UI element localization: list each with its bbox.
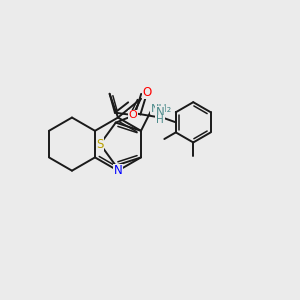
- Text: N: N: [155, 106, 164, 119]
- Text: N: N: [114, 164, 122, 177]
- Text: S: S: [96, 138, 104, 151]
- Text: O: O: [128, 110, 137, 120]
- Text: H: H: [156, 115, 164, 125]
- Text: NH₂: NH₂: [151, 104, 172, 114]
- Text: O: O: [142, 86, 152, 99]
